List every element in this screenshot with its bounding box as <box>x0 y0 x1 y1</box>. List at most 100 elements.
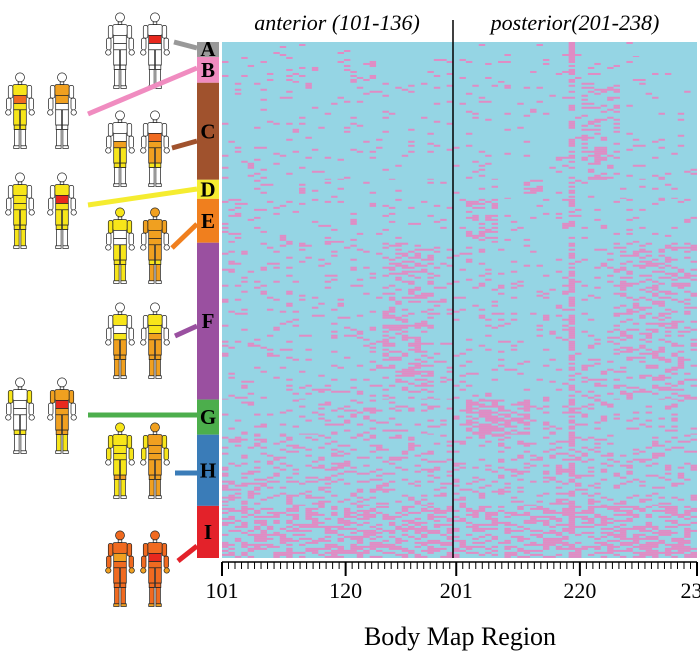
heatmap-cell <box>575 179 582 182</box>
heatmap-cell <box>433 274 441 277</box>
body-region-knees <box>20 124 27 130</box>
heatmap-cell <box>266 296 274 299</box>
heatmap-cell <box>568 138 576 141</box>
heatmap-cell <box>311 66 319 69</box>
heatmap-cell <box>587 346 595 349</box>
heatmap-cell <box>498 509 505 512</box>
heatmap-cell <box>420 409 428 412</box>
heatmap-cell <box>613 529 627 532</box>
body-region-farms <box>163 447 169 461</box>
heatmap-cell <box>478 415 499 418</box>
heatmap-cell <box>427 372 434 375</box>
heatmap-cell <box>420 403 428 406</box>
heatmap-cell <box>568 202 576 205</box>
heatmap-cell <box>690 464 697 467</box>
heatmap-cell <box>260 370 267 373</box>
heatmap-cell <box>542 464 550 467</box>
heatmap-cell <box>222 553 235 556</box>
heatmap-cell <box>459 226 466 229</box>
heatmap-cell <box>613 417 620 420</box>
heatmap-cell <box>369 436 377 439</box>
body-region-neck <box>152 119 158 123</box>
heatmap-cell <box>222 486 229 489</box>
heatmap-cell <box>555 304 563 307</box>
heatmap-cell <box>414 545 421 548</box>
heatmap-cell <box>671 482 685 485</box>
heatmap-cell <box>504 238 511 241</box>
heatmap-cell <box>350 531 357 534</box>
heatmap-cell <box>433 511 447 514</box>
heatmap-cell <box>568 252 576 255</box>
heatmap-cell <box>658 314 665 317</box>
heatmap-cell <box>401 494 409 497</box>
heatmap-cell <box>587 154 601 157</box>
heatmap-cell <box>241 456 248 459</box>
heatmap-cell <box>446 282 454 285</box>
heatmap-cell <box>600 504 608 506</box>
heatmap-cell <box>504 547 511 550</box>
heatmap-cell <box>363 431 370 434</box>
cluster-segment-E <box>197 198 219 243</box>
body-region-shins <box>114 264 120 282</box>
heatmap-cell <box>446 444 454 447</box>
body-region-shins <box>62 129 68 147</box>
heatmap-cell <box>568 300 576 303</box>
heatmap-cell <box>376 448 389 451</box>
heatmap-cell <box>260 183 274 186</box>
heatmap-cell <box>613 472 620 475</box>
heatmap-cell <box>664 256 672 259</box>
heatmap-cell <box>408 382 415 385</box>
heatmap-cell <box>504 486 511 489</box>
heatmap-cell <box>478 100 492 103</box>
heatmap-cell <box>594 92 601 95</box>
heatmap-cell <box>485 214 499 217</box>
heatmap-cell <box>311 306 319 309</box>
heatmap-cell <box>241 500 248 503</box>
heatmap-cell <box>510 500 524 503</box>
body-region-hands <box>163 567 170 574</box>
heatmap-cell <box>388 212 396 215</box>
heatmap-cell <box>568 166 576 169</box>
heatmap-cell <box>453 396 460 399</box>
heatmap-cell <box>555 427 563 430</box>
heatmap-cell <box>420 382 428 385</box>
heatmap-cell <box>645 286 659 289</box>
heatmap-cell <box>401 336 421 339</box>
body-region-pelvis <box>13 408 27 416</box>
heatmap-cell <box>664 183 672 186</box>
heatmap-cell <box>562 509 576 512</box>
heatmap-cell <box>472 480 479 483</box>
heatmap-cell <box>639 274 653 277</box>
heatmap-cell <box>472 511 479 514</box>
heatmap-cell <box>632 298 640 301</box>
heatmap-cell <box>555 553 563 556</box>
heatmap-cell <box>485 464 492 467</box>
heatmap-cell <box>677 399 685 402</box>
body-region-uarms <box>142 435 149 449</box>
heatmap-cell <box>266 413 274 416</box>
heatmap-cell <box>626 470 633 473</box>
body-region-farms <box>48 402 54 416</box>
heatmap-cell <box>343 523 351 526</box>
heatmap-cell <box>299 166 306 169</box>
heatmap-cell <box>575 423 588 426</box>
heatmap-cell <box>376 252 383 255</box>
heatmap-cell <box>478 248 486 251</box>
heatmap-cell <box>652 555 659 558</box>
heatmap-cell <box>684 272 691 275</box>
heatmap-cell <box>517 555 531 558</box>
heatmap-cell <box>222 517 235 520</box>
heatmap-cell <box>639 266 646 269</box>
heatmap-cell <box>459 505 466 508</box>
heatmap-cell <box>286 444 300 447</box>
heatmap-cell <box>639 376 646 379</box>
heatmap-cell <box>420 354 428 357</box>
heatmap-cell <box>414 384 434 387</box>
heatmap-cell <box>286 340 293 343</box>
heatmap-cell <box>568 344 576 347</box>
heatmap-cell <box>337 178 344 180</box>
body-region-farms <box>163 327 169 341</box>
heatmap-cell <box>652 316 659 319</box>
body-region-hands <box>5 414 12 421</box>
heatmap-cell <box>279 322 287 325</box>
